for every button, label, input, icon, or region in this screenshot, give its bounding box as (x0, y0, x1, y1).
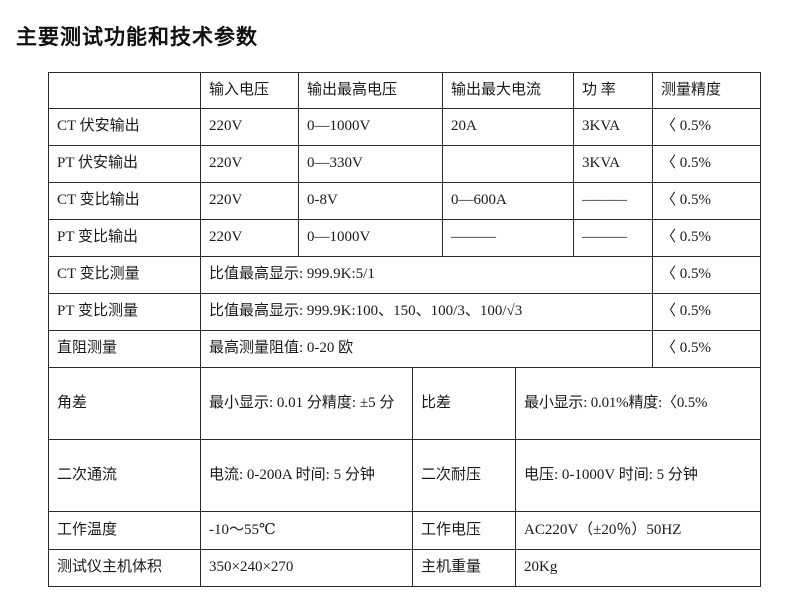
cell-pair-value: 350×240×270 (200, 549, 413, 587)
header-blank (48, 72, 201, 109)
table-row-working-temperature: 工作温度 -10～55℃ 工作电压 AC220V（±20％）50HZ (48, 511, 762, 550)
row-label: 角差 (48, 367, 201, 440)
cell-pair-value: 最小显示: 0.01%精度:〈0.5% (515, 367, 762, 440)
header-max-output-current: 输出最大电流 (442, 72, 575, 109)
cell-pair-value: 20Kg (515, 549, 762, 587)
cell-merged-value: 最高测量阻值: 0-20 欧 (199, 330, 654, 368)
cell-pair-value: -10～55℃ (200, 511, 413, 550)
cell-pair-value: 电流: 0-200A 时间: 5 分钟 (200, 439, 413, 512)
cell-max-current: 20A (442, 108, 575, 146)
row-label: CT 变比测量 (48, 256, 201, 294)
cell-max-voltage: 0—1000V (297, 108, 444, 146)
cell-input-voltage: 220V (200, 145, 299, 183)
cell-power: ——— (573, 182, 654, 220)
table-row-ct-ratio-output: CT 变比输出 220V 0-8V 0—600A ——— 〈 0.5% (48, 182, 762, 220)
cell-input-voltage: 220V (200, 219, 299, 257)
row-label: 工作温度 (48, 511, 201, 550)
table-row-pt-ratio-output: PT 变比输出 220V 0—1000V ——— ——— 〈 0.5% (48, 219, 762, 257)
cell-pair-value: 最小显示: 0.01 分精度: ±5 分 (200, 367, 413, 440)
cell-max-current (442, 145, 575, 183)
cell-pair-value: 电压: 0-1000V 时间: 5 分钟 (515, 439, 762, 512)
cell-accuracy: 〈 0.5% (652, 182, 762, 220)
cell-power: ——— (573, 219, 654, 257)
cell-pair-label: 二次耐压 (411, 439, 517, 512)
table-row-angle-error: 角差 最小显示: 0.01 分精度: ±5 分 比差 最小显示: 0.01%精度… (48, 367, 762, 440)
row-label: PT 变比输出 (48, 219, 201, 257)
cell-power: 3KVA (573, 108, 654, 146)
page-title: 主要测试功能和技术参数 (16, 25, 258, 49)
header-max-output-voltage: 输出最高电压 (297, 72, 444, 109)
cell-input-voltage: 220V (200, 182, 299, 220)
table-row-ct-ratio-measure: CT 变比测量 比值最高显示: 999.9K:5/1 〈 0.5% (48, 256, 762, 294)
table-row-pt-va-output: PT 伏安输出 220V 0—330V 3KVA 〈 0.5% (48, 145, 762, 183)
header-accuracy: 测量精度 (652, 72, 762, 109)
cell-input-voltage: 220V (200, 108, 299, 146)
row-label: CT 变比输出 (48, 182, 201, 220)
table-row-pt-ratio-measure: PT 变比测量 比值最高显示: 999.9K:100、150、100/3、100… (48, 293, 762, 331)
row-label: 二次通流 (48, 439, 201, 512)
cell-max-current: ——— (442, 219, 575, 257)
row-label: CT 伏安输出 (48, 108, 201, 146)
cell-pair-label: 工作电压 (411, 511, 517, 550)
cell-max-current: 0—600A (442, 182, 575, 220)
cell-max-voltage: 0—1000V (297, 219, 444, 257)
table-row-main-unit-size: 测试仪主机体积 350×240×270 主机重量 20Kg (48, 549, 762, 587)
cell-accuracy: 〈 0.5% (652, 108, 762, 146)
cell-accuracy: 〈 0.5% (652, 293, 762, 331)
cell-max-voltage: 0—330V (297, 145, 444, 183)
cell-max-voltage: 0-8V (297, 182, 444, 220)
row-label: 直阻测量 (48, 330, 201, 368)
row-label: PT 伏安输出 (48, 145, 201, 183)
row-label: PT 变比测量 (48, 293, 201, 331)
cell-pair-value: AC220V（±20％）50HZ (515, 511, 762, 550)
cell-pair-label: 比差 (411, 367, 517, 440)
cell-accuracy: 〈 0.5% (652, 145, 762, 183)
cell-power: 3KVA (573, 145, 654, 183)
row-label: 测试仪主机体积 (48, 549, 201, 587)
table-row-resistance-measure: 直阻测量 最高测量阻值: 0-20 欧 〈 0.5% (48, 330, 762, 368)
cell-accuracy: 〈 0.5% (652, 219, 762, 257)
spec-table: 输入电压 输出最高电压 输出最大电流 功 率 测量精度 CT 伏安输出 220V… (48, 72, 762, 587)
cell-accuracy: 〈 0.5% (652, 330, 762, 368)
cell-merged-value: 比值最高显示: 999.9K:5/1 (199, 256, 654, 294)
header-row: 输入电压 输出最高电压 输出最大电流 功 率 测量精度 (48, 72, 762, 109)
header-input-voltage: 输入电压 (200, 72, 299, 109)
table-row-ct-va-output: CT 伏安输出 220V 0—1000V 20A 3KVA 〈 0.5% (48, 108, 762, 146)
table-row-secondary-current: 二次通流 电流: 0-200A 时间: 5 分钟 二次耐压 电压: 0-1000… (48, 439, 762, 512)
header-power: 功 率 (573, 72, 654, 109)
cell-pair-label: 主机重量 (411, 549, 517, 587)
cell-merged-value: 比值最高显示: 999.9K:100、150、100/3、100/√3 (199, 293, 654, 331)
cell-accuracy: 〈 0.5% (652, 256, 762, 294)
